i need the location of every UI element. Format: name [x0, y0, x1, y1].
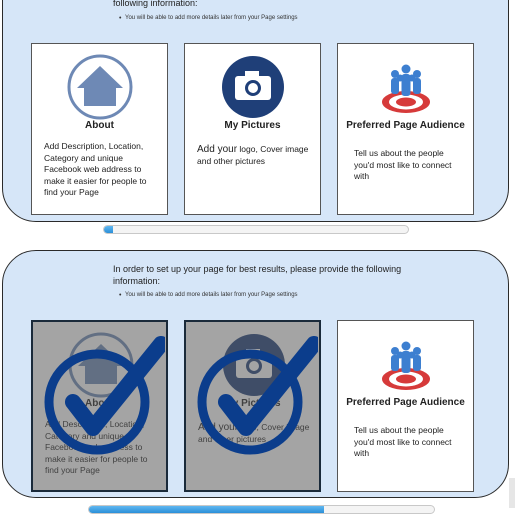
setup-panel-step1: following information: You will be able … [2, 0, 509, 222]
checkmark-icon [197, 336, 318, 455]
audience-target-icon [382, 341, 430, 390]
pictures-title: My Pictures [224, 120, 281, 131]
progress-bar-step1 [103, 225, 409, 234]
pictures-card[interactable]: My Pictures Add your logo, Cover image a… [184, 320, 321, 492]
intro-text: following information: [113, 0, 198, 8]
audience-title: Preferred Page Audience [346, 120, 465, 131]
checkmark-icon [44, 336, 165, 455]
about-description: Add Description, Location, Category and … [44, 141, 147, 197]
about-title: About [85, 120, 114, 131]
pictures-description: Add your logo, Cover image and other pic… [197, 144, 313, 167]
intro-text: In order to set up your page for best re… [113, 264, 402, 286]
about-card[interactable]: About Add Description, Location, Categor… [31, 320, 168, 492]
scrollbar[interactable] [509, 478, 515, 508]
pictures-description-rest: logo, Cover image and other pictures [197, 144, 309, 166]
setup-panel-step2: In order to set up your page for best re… [2, 250, 509, 498]
settings-note: You will be able to add more details lat… [119, 292, 298, 299]
pictures-card[interactable]: My Pictures Add your logo, Cover image a… [184, 43, 321, 215]
pictures-description-lead: Add your [197, 144, 238, 155]
audience-title: Preferred Page Audience [346, 397, 465, 408]
audience-description: Tell us about the people you'd most like… [354, 148, 452, 181]
settings-note: You will be able to add more details lat… [119, 15, 298, 22]
camera-icon [222, 56, 284, 118]
progress-fill [89, 506, 324, 513]
audience-target-icon [382, 64, 430, 113]
audience-card[interactable]: Preferred Page Audience Tell us about th… [337, 43, 474, 215]
audience-card[interactable]: Preferred Page Audience Tell us about th… [337, 320, 474, 492]
audience-description: Tell us about the people you'd most like… [354, 425, 452, 458]
about-card[interactable]: About Add Description, Location, Categor… [31, 43, 168, 215]
progress-fill [104, 226, 114, 233]
home-icon [67, 54, 133, 120]
progress-bar-step2 [88, 505, 435, 514]
